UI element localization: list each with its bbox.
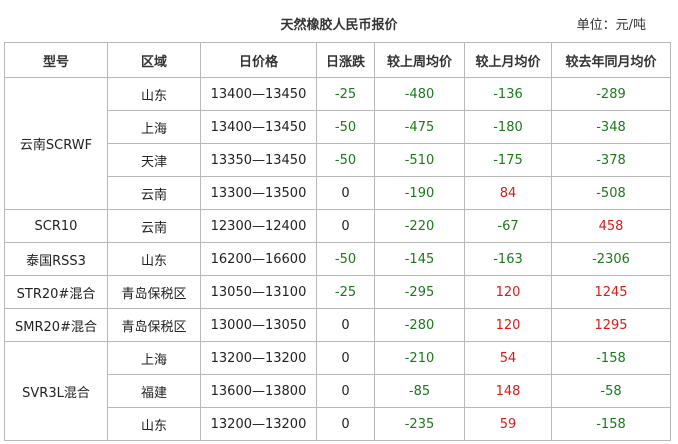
header-vs-last-month: 较上月均价 xyxy=(464,42,552,78)
cell-daily-price: 13300—13500 xyxy=(200,176,317,210)
cell-vs-last-month: 148 xyxy=(464,374,552,408)
table-row: 山东 13200—13200 0 -235 59 -158 xyxy=(5,407,671,441)
cell-vs-last-year: -158 xyxy=(551,341,671,375)
cell-daily-price: 13200—13200 xyxy=(200,407,317,441)
cell-vs-last-year: -378 xyxy=(551,143,671,177)
cell-vs-last-week: -295 xyxy=(374,275,465,309)
cell-vs-last-month: 54 xyxy=(464,341,552,375)
cell-vs-last-year: 1295 xyxy=(551,308,671,342)
cell-daily-change: 0 xyxy=(316,176,375,210)
cell-daily-change: -25 xyxy=(316,275,375,309)
cell-vs-last-week: -280 xyxy=(374,308,465,342)
cell-daily-change: 0 xyxy=(316,209,375,243)
cell-vs-last-week: -480 xyxy=(374,77,465,111)
cell-vs-last-month: -136 xyxy=(464,77,552,111)
header-model: 型号 xyxy=(4,42,108,78)
cell-vs-last-year: 1245 xyxy=(551,275,671,309)
cell-daily-change: -50 xyxy=(316,242,375,276)
cell-daily-change: -50 xyxy=(316,143,375,177)
table-row: 上海 13400—13450 -50 -475 -180 -348 xyxy=(5,110,671,144)
table-row: SMR20#混合 青岛保税区 13000—13050 0 -280 120 1295 xyxy=(4,308,671,342)
header-daily-price: 日价格 xyxy=(200,42,317,78)
cell-daily-price: 13050—13100 xyxy=(200,275,317,309)
table-row: SVR3L混合 上海 13200—13200 0 -210 54 -158 xyxy=(4,341,671,441)
cell-region: 山东 xyxy=(107,407,201,441)
cell-vs-last-week: -210 xyxy=(374,341,465,375)
cell-region: 云南 xyxy=(107,209,201,243)
table-row: 泰国RSS3 山东 16200—16600 -50 -145 -163 -2306 xyxy=(4,242,671,276)
cell-region: 上海 xyxy=(107,110,201,144)
cell-vs-last-week: -475 xyxy=(374,110,465,144)
cell-vs-last-week: -85 xyxy=(374,374,465,408)
cell-vs-last-week: -145 xyxy=(374,242,465,276)
cell-region: 山东 xyxy=(107,77,201,111)
cell-vs-last-year: -158 xyxy=(551,407,671,441)
cell-daily-change: -25 xyxy=(316,77,375,111)
cell-daily-price: 13350—13450 xyxy=(200,143,317,177)
cell-model: 泰国RSS3 xyxy=(4,242,108,276)
cell-region: 上海 xyxy=(107,341,201,375)
cell-vs-last-month: -180 xyxy=(464,110,552,144)
cell-daily-price: 16200—16600 xyxy=(200,242,317,276)
cell-daily-price: 13200—13200 xyxy=(200,341,317,375)
header-vs-last-year: 较去年同月均价 xyxy=(551,42,671,78)
cell-daily-price: 13400—13450 xyxy=(200,110,317,144)
cell-model: SMR20#混合 xyxy=(4,308,108,342)
cell-vs-last-year: -508 xyxy=(551,176,671,210)
cell-vs-last-week: -190 xyxy=(374,176,465,210)
cell-vs-last-year: -2306 xyxy=(551,242,671,276)
cell-vs-last-year: 458 xyxy=(551,209,671,243)
price-table: 型号 区域 日价格 日涨跌 较上周均价 较上月均价 较去年同月均价 云南SCRW… xyxy=(4,42,671,441)
cell-region: 福建 xyxy=(107,374,201,408)
cell-region: 山东 xyxy=(107,242,201,276)
cell-vs-last-month: -163 xyxy=(464,242,552,276)
cell-daily-change: 0 xyxy=(316,308,375,342)
cell-vs-last-month: 84 xyxy=(464,176,552,210)
page-title: 天然橡胶人民币报价 xyxy=(280,18,398,33)
cell-daily-price: 12300—12400 xyxy=(200,209,317,243)
cell-vs-last-month: -175 xyxy=(464,143,552,177)
cell-daily-change: 0 xyxy=(316,407,375,441)
cell-daily-change: 0 xyxy=(316,374,375,408)
cell-vs-last-month: 120 xyxy=(464,308,552,342)
unit-label: 单位：元/吨 xyxy=(576,18,646,33)
cell-vs-last-month: -67 xyxy=(464,209,552,243)
header-region: 区域 xyxy=(107,42,201,78)
table-row: STR20#混合 青岛保税区 13050—13100 -25 -295 120 1245 xyxy=(4,275,671,309)
cell-model: SCR10 xyxy=(4,209,108,243)
cell-vs-last-year: -289 xyxy=(551,77,671,111)
table-row: SCR10 云南 12300—12400 0 -220 -67 458 xyxy=(4,209,671,243)
header-daily-change: 日涨跌 xyxy=(316,42,375,78)
cell-region: 天津 xyxy=(107,143,201,177)
header-vs-last-week: 较上周均价 xyxy=(374,42,465,78)
cell-vs-last-month: 120 xyxy=(464,275,552,309)
cell-daily-price: 13000—13050 xyxy=(200,308,317,342)
cell-region: 青岛保税区 xyxy=(107,308,201,342)
cell-vs-last-year: -348 xyxy=(551,110,671,144)
cell-vs-last-week: -510 xyxy=(374,143,465,177)
cell-daily-change: -50 xyxy=(316,110,375,144)
cell-model: STR20#混合 xyxy=(4,275,108,309)
table-row: 云南SCRWF 山东 13400—13450 -25 -480 -136 -289 xyxy=(4,77,671,210)
cell-vs-last-week: -220 xyxy=(374,209,465,243)
cell-vs-last-month: 59 xyxy=(464,407,552,441)
cell-vs-last-week: -235 xyxy=(374,407,465,441)
cell-model: 云南SCRWF xyxy=(4,77,108,210)
cell-daily-price: 13600—13800 xyxy=(200,374,317,408)
header-row: 型号 区域 日价格 日涨跌 较上周均价 较上月均价 较去年同月均价 xyxy=(4,42,671,78)
cell-vs-last-year: -58 xyxy=(551,374,671,408)
cell-daily-price: 13400—13450 xyxy=(200,77,317,111)
cell-region: 云南 xyxy=(107,176,201,210)
cell-region: 青岛保税区 xyxy=(107,275,201,309)
table-row: 天津 13350—13450 -50 -510 -175 -378 xyxy=(5,143,671,177)
cell-daily-change: 0 xyxy=(316,341,375,375)
cell-model: SVR3L混合 xyxy=(4,341,108,441)
